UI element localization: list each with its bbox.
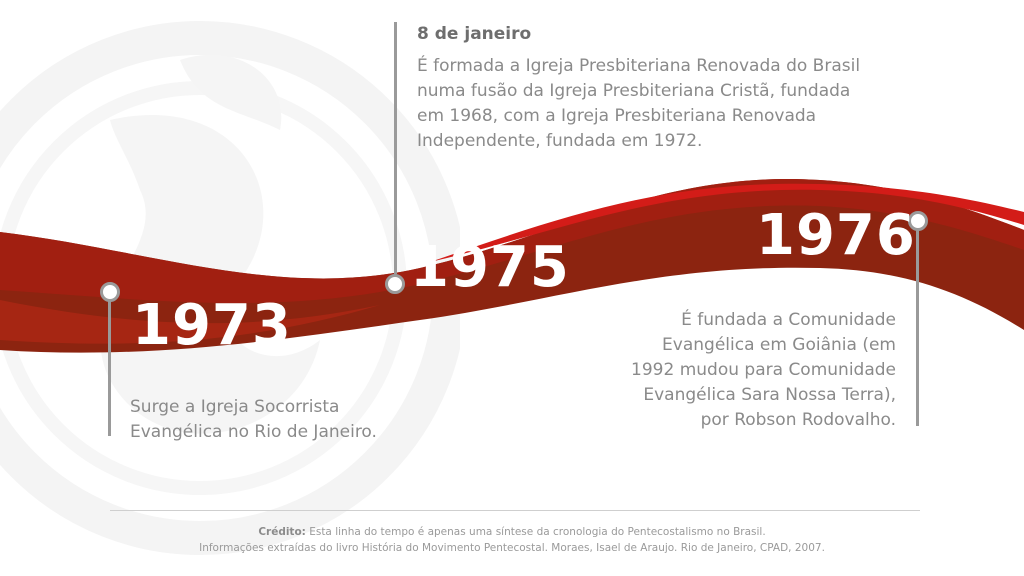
credit-text: Esta linha do tempo é apenas uma síntese… (305, 526, 766, 538)
timeline-node-1973 (100, 282, 120, 302)
footer-credit: Crédito: Esta linha do tempo é apenas um… (0, 525, 1024, 540)
event-1973-description: Surge a Igreja Socorrista Evangélica no … (130, 397, 377, 442)
timeline-line-1976 (916, 230, 919, 426)
year-1976: 1976 (756, 203, 916, 268)
year-1975: 1975 (410, 235, 570, 300)
event-1976-description: É fundada a Comunidade Evangélica em Goi… (631, 310, 896, 430)
event-1975-description: É formada a Igreja Presbiteriana Renovad… (417, 56, 861, 151)
event-1975-date: 8 de janeiro (417, 24, 532, 44)
year-1973: 1973 (132, 293, 292, 358)
footer-source: Informações extraídas do livro História … (199, 542, 825, 554)
timeline-node-1975 (385, 274, 405, 294)
credit-label: Crédito: (258, 526, 306, 538)
footer-divider (110, 510, 920, 511)
timeline-node-1976 (908, 211, 928, 231)
timeline-line-1975 (394, 22, 397, 274)
timeline-line-1973 (108, 300, 111, 436)
